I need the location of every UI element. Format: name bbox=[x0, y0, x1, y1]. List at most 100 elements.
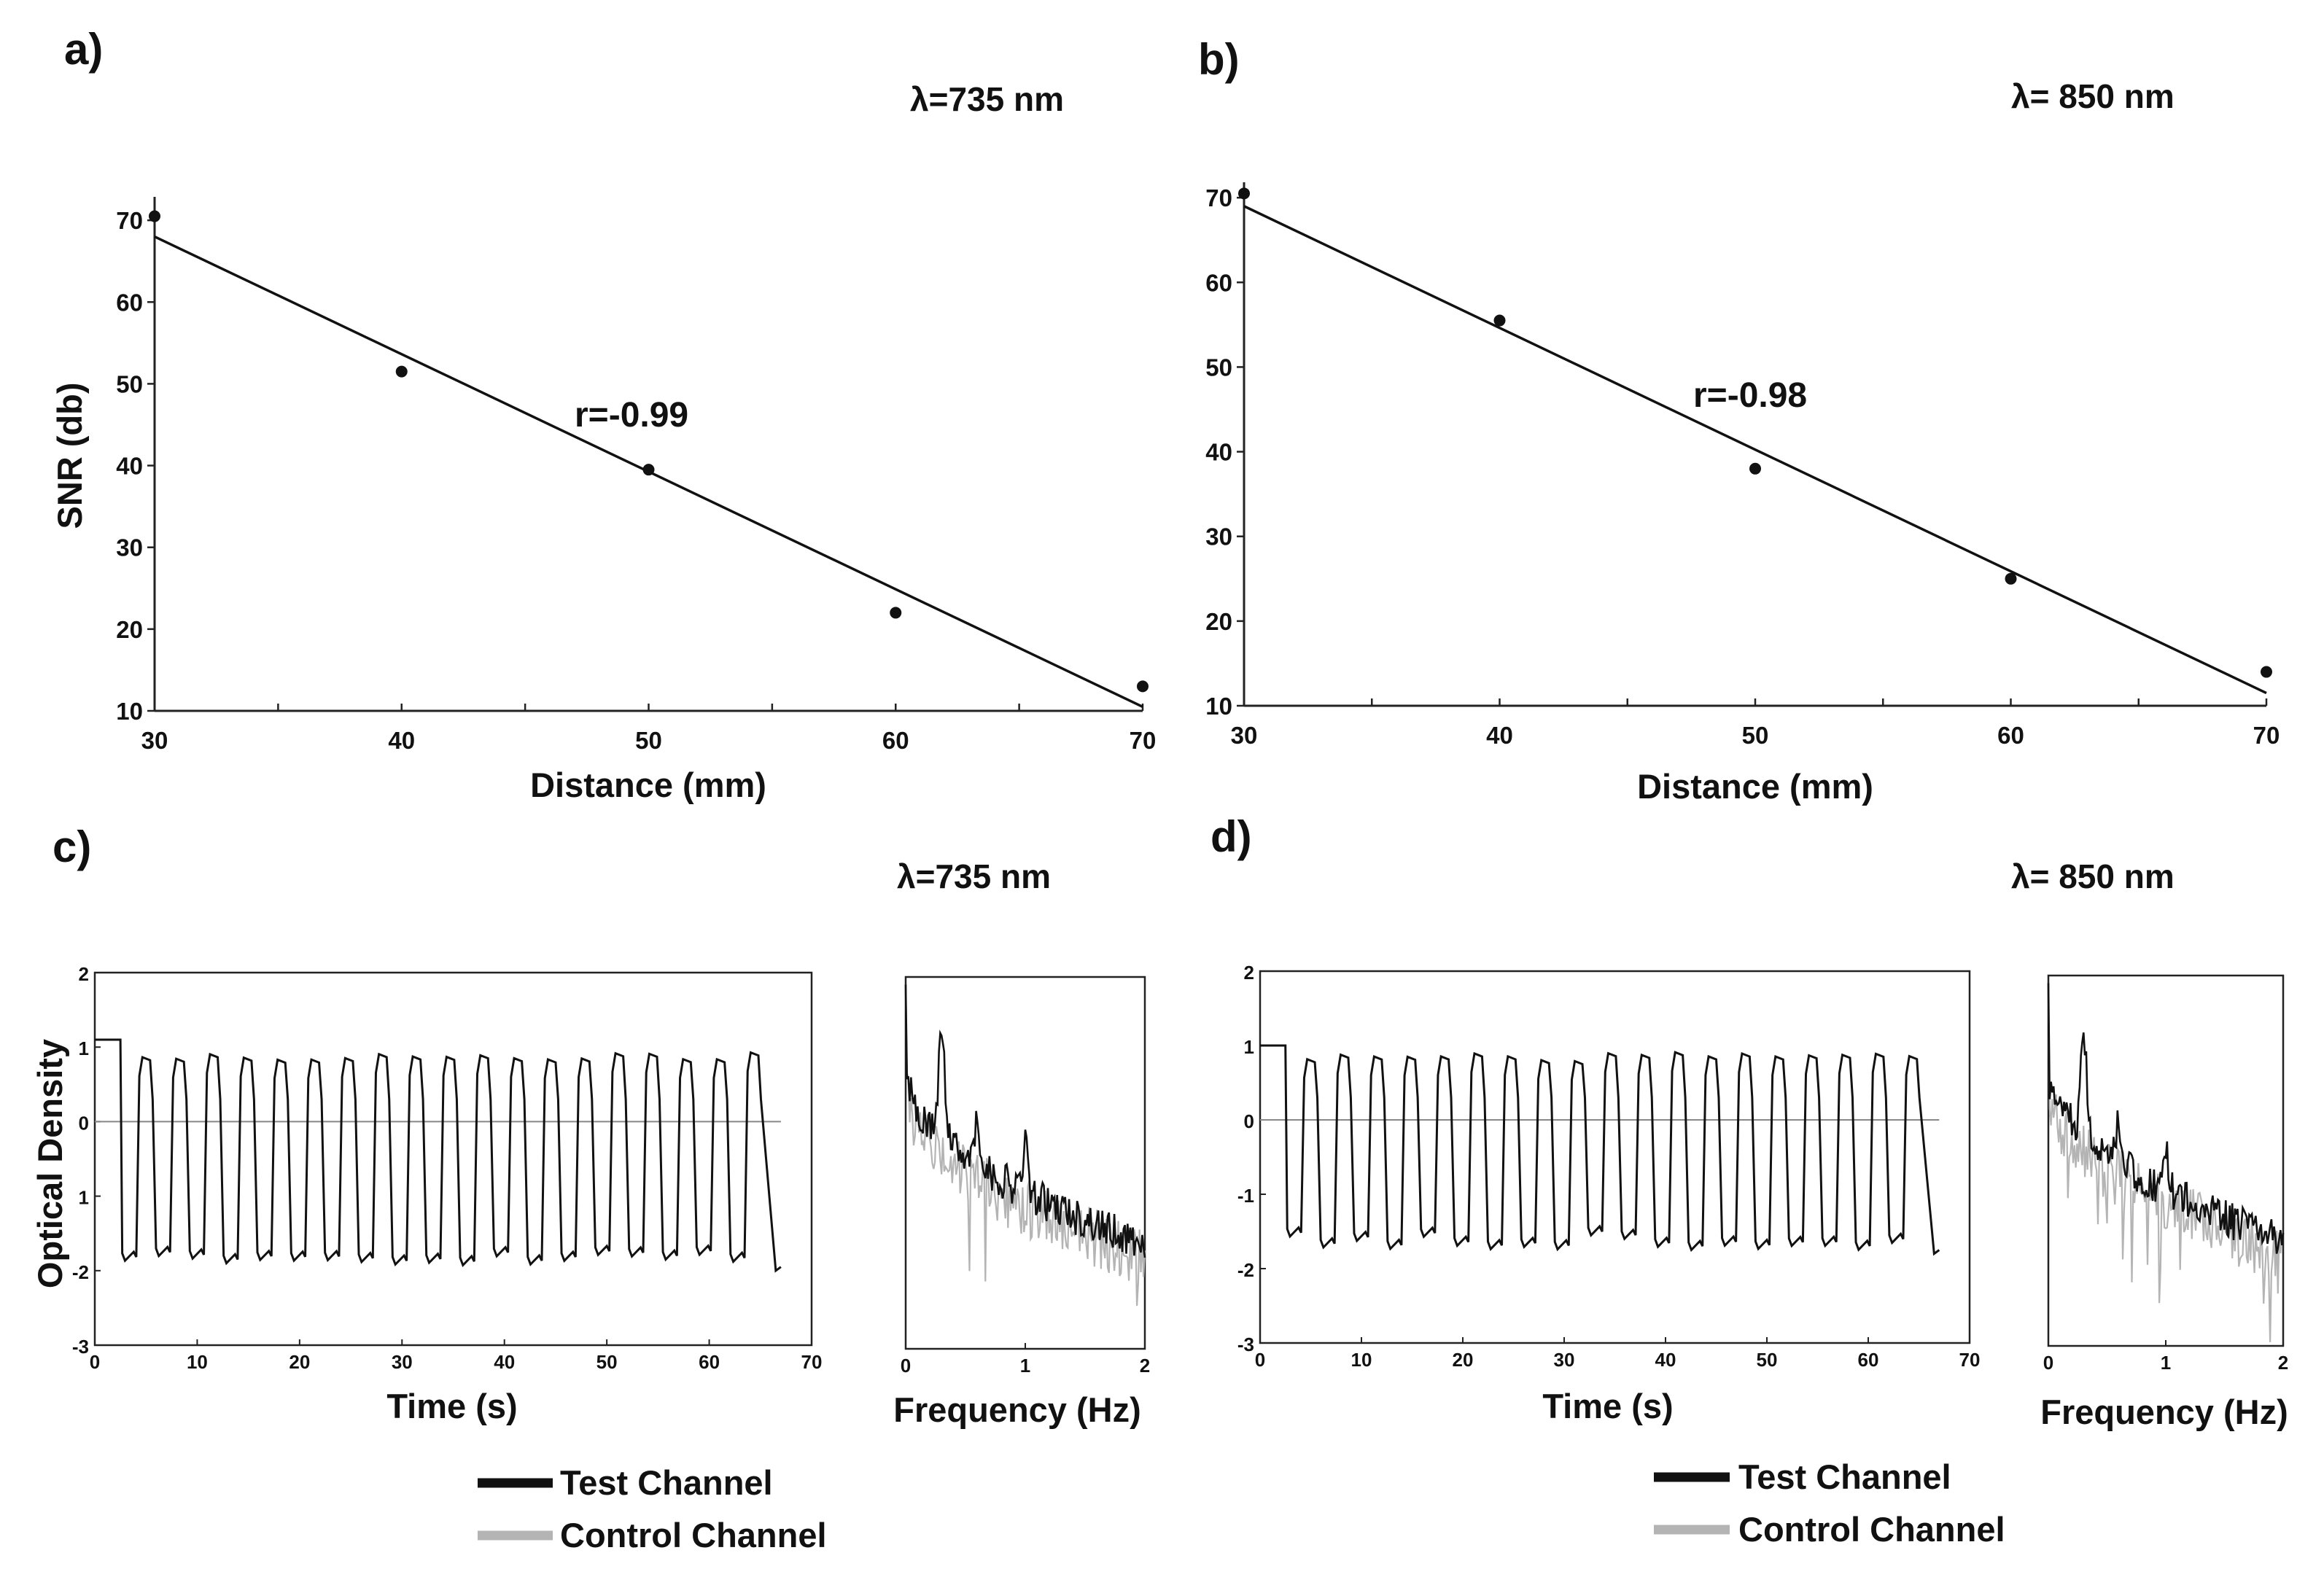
panel-c-spectrum-xtick-label: 1 bbox=[1020, 1355, 1030, 1377]
panel-a-plot: 10 20 30 40 50 60 70 30 40 50 60 70 r=-0.99 Distan… bbox=[50, 197, 1156, 804]
panel-a-ytick-label: 40 bbox=[116, 453, 143, 480]
panel-d-time-ytick-label: -1 bbox=[1237, 1185, 1254, 1207]
panel-d-control-spectrum bbox=[2047, 983, 2284, 1342]
panel-c-time-xtick-label: 40 bbox=[494, 1351, 515, 1373]
panel-b-ytick-label: 30 bbox=[1205, 523, 1232, 550]
panel-d-spectrum-xtick-label: 2 bbox=[2278, 1352, 2288, 1374]
panel-a-ytick-label: 70 bbox=[116, 207, 143, 234]
panel-a-data-point bbox=[395, 365, 408, 378]
panel-c-time-xtick-label: 70 bbox=[801, 1351, 823, 1373]
panel-c-time-ytick-label: 2 bbox=[79, 963, 89, 985]
panel-a-wavelength: λ=735 nm bbox=[910, 80, 1064, 118]
panel-d-time-xtick-label: 10 bbox=[1351, 1349, 1372, 1371]
panel-a: a) λ=735 nm 10 20 30 40 50 60 70 30 40 50 60 70 r=… bbox=[50, 25, 1156, 804]
panel-d-spectrum-xtick-label: 0 bbox=[2043, 1352, 2053, 1374]
panel-b-ytick-label: 20 bbox=[1205, 608, 1232, 635]
panel-c-spectrum-xtick-label: 2 bbox=[1140, 1355, 1150, 1377]
panel-d-wavelength: λ= 850 nm bbox=[2011, 857, 2175, 895]
panel-d-time-xtick-label: 0 bbox=[1255, 1349, 1265, 1371]
panel-b-wavelength: λ= 850 nm bbox=[2011, 77, 2175, 115]
panel-d-time-ytick-label: 1 bbox=[1244, 1036, 1254, 1058]
panel-c-test-series bbox=[95, 1038, 782, 1273]
panel-c-time-y-label: Optical Density bbox=[31, 1039, 69, 1288]
panel-d-time-frame bbox=[1259, 970, 1971, 1344]
panel-b-label: b) bbox=[1198, 35, 1240, 84]
panel-c-time-x-label: Time (s) bbox=[386, 1387, 517, 1425]
panel-c-time-ytick-label: 0 bbox=[79, 1112, 89, 1134]
panel-d-legend: Test Channel Control Channel bbox=[1654, 1457, 2005, 1549]
panel-d-time-ytick-label: -2 bbox=[1237, 1259, 1254, 1281]
panel-a-xtick-label: 70 bbox=[1130, 727, 1157, 754]
panel-a-ytick-label: 20 bbox=[116, 616, 143, 643]
panel-a-data-point bbox=[890, 607, 902, 619]
panel-b: b) λ= 850 nm 10 20 30 40 50 60 70 30 40 50 60 70 r… bbox=[1198, 35, 2280, 806]
panel-a-data-point bbox=[642, 464, 655, 476]
panel-d-time-xtick-label: 30 bbox=[1554, 1349, 1575, 1371]
panel-c-time-ytick-label: -3 bbox=[72, 1336, 89, 1358]
panel-b-x-label: Distance (mm) bbox=[1637, 767, 1873, 806]
panel-d-spectrum-x-label: Frequency (Hz) bbox=[2040, 1393, 2288, 1431]
panel-d-legend-test-label: Test Channel bbox=[1738, 1457, 1951, 1496]
panel-c-legend-control-label: Control Channel bbox=[560, 1516, 827, 1554]
panel-b-xtick-label: 60 bbox=[1997, 722, 2024, 749]
panel-a-xtick-label: 30 bbox=[141, 727, 168, 754]
panel-c-time-ytick-label: 1 bbox=[79, 1187, 89, 1209]
panel-c-time-xtick-label: 60 bbox=[699, 1351, 720, 1373]
panel-a-ytick-label: 60 bbox=[116, 289, 143, 316]
panel-b-ytick-label: 10 bbox=[1205, 693, 1232, 720]
panel-b-data-point bbox=[2261, 666, 2272, 678]
panel-d-time-ytick-label: 0 bbox=[1244, 1110, 1254, 1132]
panel-b-xtick-label: 70 bbox=[2253, 722, 2280, 749]
panel-d-legend-control-label: Control Channel bbox=[1738, 1510, 2005, 1549]
panel-a-ytick-label: 10 bbox=[116, 698, 143, 725]
panel-c-wavelength: λ=735 nm bbox=[897, 857, 1051, 895]
panel-b-ytick-label: 70 bbox=[1205, 184, 1232, 211]
panel-a-r-annotation: r=-0.99 bbox=[575, 396, 688, 435]
panel-b-data-point bbox=[2005, 572, 2017, 585]
panel-d-test-series bbox=[1260, 1044, 1940, 1256]
panel-c-time-ytick-label: 1 bbox=[79, 1037, 89, 1059]
panel-b-ytick-label: 60 bbox=[1205, 269, 1232, 296]
panel-c-control-spectrum bbox=[904, 984, 1146, 1306]
panel-d-time-xtick-label: 50 bbox=[1757, 1349, 1778, 1371]
panel-b-xtick-label: 30 bbox=[1231, 722, 1258, 749]
panel-a-x-label: Distance (mm) bbox=[530, 766, 766, 804]
panel-d-spectrum-plot: 0 1 2 Frequency (Hz) bbox=[2040, 974, 2288, 1431]
panel-b-data-point bbox=[1749, 462, 1761, 475]
panel-d-time-ytick-label: -3 bbox=[1237, 1334, 1254, 1355]
panel-d-label: d) bbox=[1210, 812, 1252, 861]
panel-b-ytick-label: 40 bbox=[1205, 439, 1232, 466]
panel-c-spectrum-xtick-label: 0 bbox=[901, 1355, 911, 1377]
panel-c-time-xtick-label: 10 bbox=[187, 1351, 208, 1373]
panel-c-time-frame bbox=[93, 971, 813, 1347]
panel-d-time-plot: -3 -2 -1 0 1 2 0 10 20 30 40 50 60 70 Time (s) bbox=[1237, 962, 1981, 1425]
panel-d-time-xtick-label: 70 bbox=[1959, 1349, 1981, 1371]
panel-a-xtick-label: 40 bbox=[388, 727, 415, 754]
panel-a-ytick-label: 50 bbox=[116, 370, 143, 397]
panel-d-spectrum-xtick-label: 1 bbox=[2161, 1352, 2171, 1374]
panel-c-spectrum-x-label: Frequency (Hz) bbox=[893, 1390, 1141, 1429]
panel-c-time-xtick-label: 50 bbox=[596, 1351, 618, 1373]
panel-b-r-annotation: r=-0.98 bbox=[1693, 376, 1807, 415]
panel-b-data-point bbox=[1238, 187, 1250, 200]
panel-c-time-xtick-label: 30 bbox=[392, 1351, 413, 1373]
panel-c-time-ytick-label: -2 bbox=[72, 1261, 89, 1283]
panel-c-legend: Test Channel Control Channel bbox=[478, 1463, 827, 1554]
panel-d-spectrum-frame bbox=[2047, 974, 2285, 1347]
panel-c-time-xtick-label: 20 bbox=[289, 1351, 310, 1373]
panel-d-time-x-label: Time (s) bbox=[1542, 1387, 1673, 1425]
panel-d-test-spectrum bbox=[2047, 983, 2285, 1254]
panel-a-xtick-label: 60 bbox=[882, 727, 909, 754]
panel-b-xtick-label: 50 bbox=[1742, 722, 1769, 749]
panel-a-ytick-label: 30 bbox=[116, 534, 143, 561]
panel-b-ytick-label: 50 bbox=[1205, 354, 1232, 381]
panel-b-plot: 10 20 30 40 50 60 70 30 40 50 60 70 r=-0.98 Distan… bbox=[1205, 182, 2280, 806]
panel-c-label: c) bbox=[53, 822, 91, 871]
panel-d-time-xtick-label: 60 bbox=[1858, 1349, 1879, 1371]
panel-a-y-label: SNR (db) bbox=[50, 382, 89, 529]
panel-a-data-point bbox=[149, 210, 160, 222]
